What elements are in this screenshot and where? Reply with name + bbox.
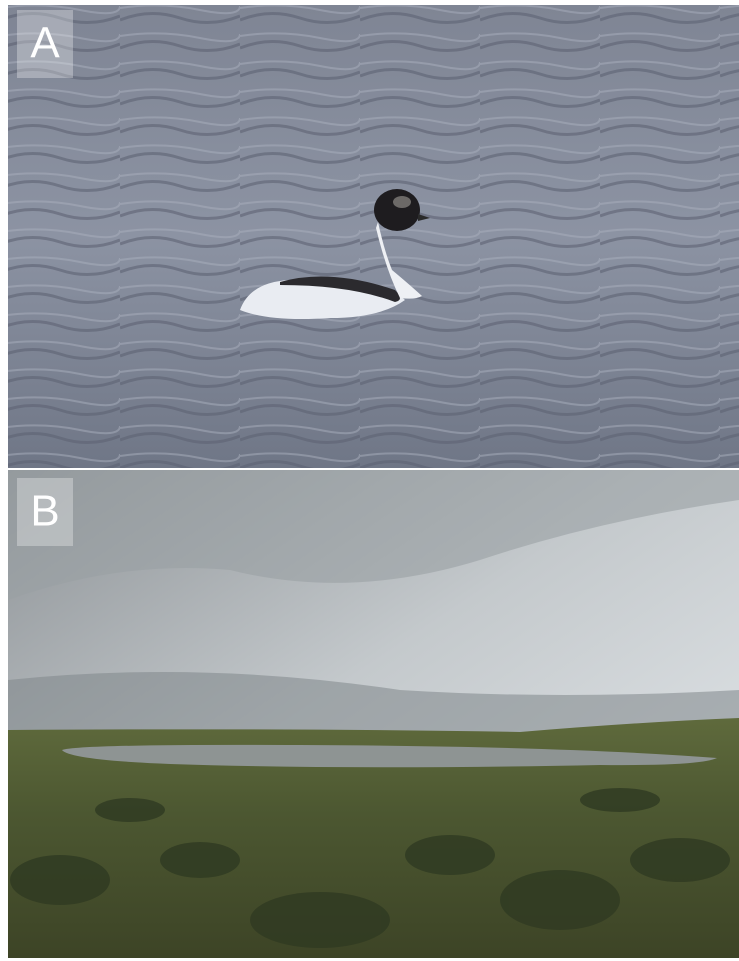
waves (8, 5, 739, 468)
panel-b: B (8, 470, 739, 958)
figure: A B (0, 0, 739, 961)
panel-label: A (30, 19, 60, 68)
panel-label: B (30, 487, 59, 536)
panel-a: A (8, 5, 739, 468)
